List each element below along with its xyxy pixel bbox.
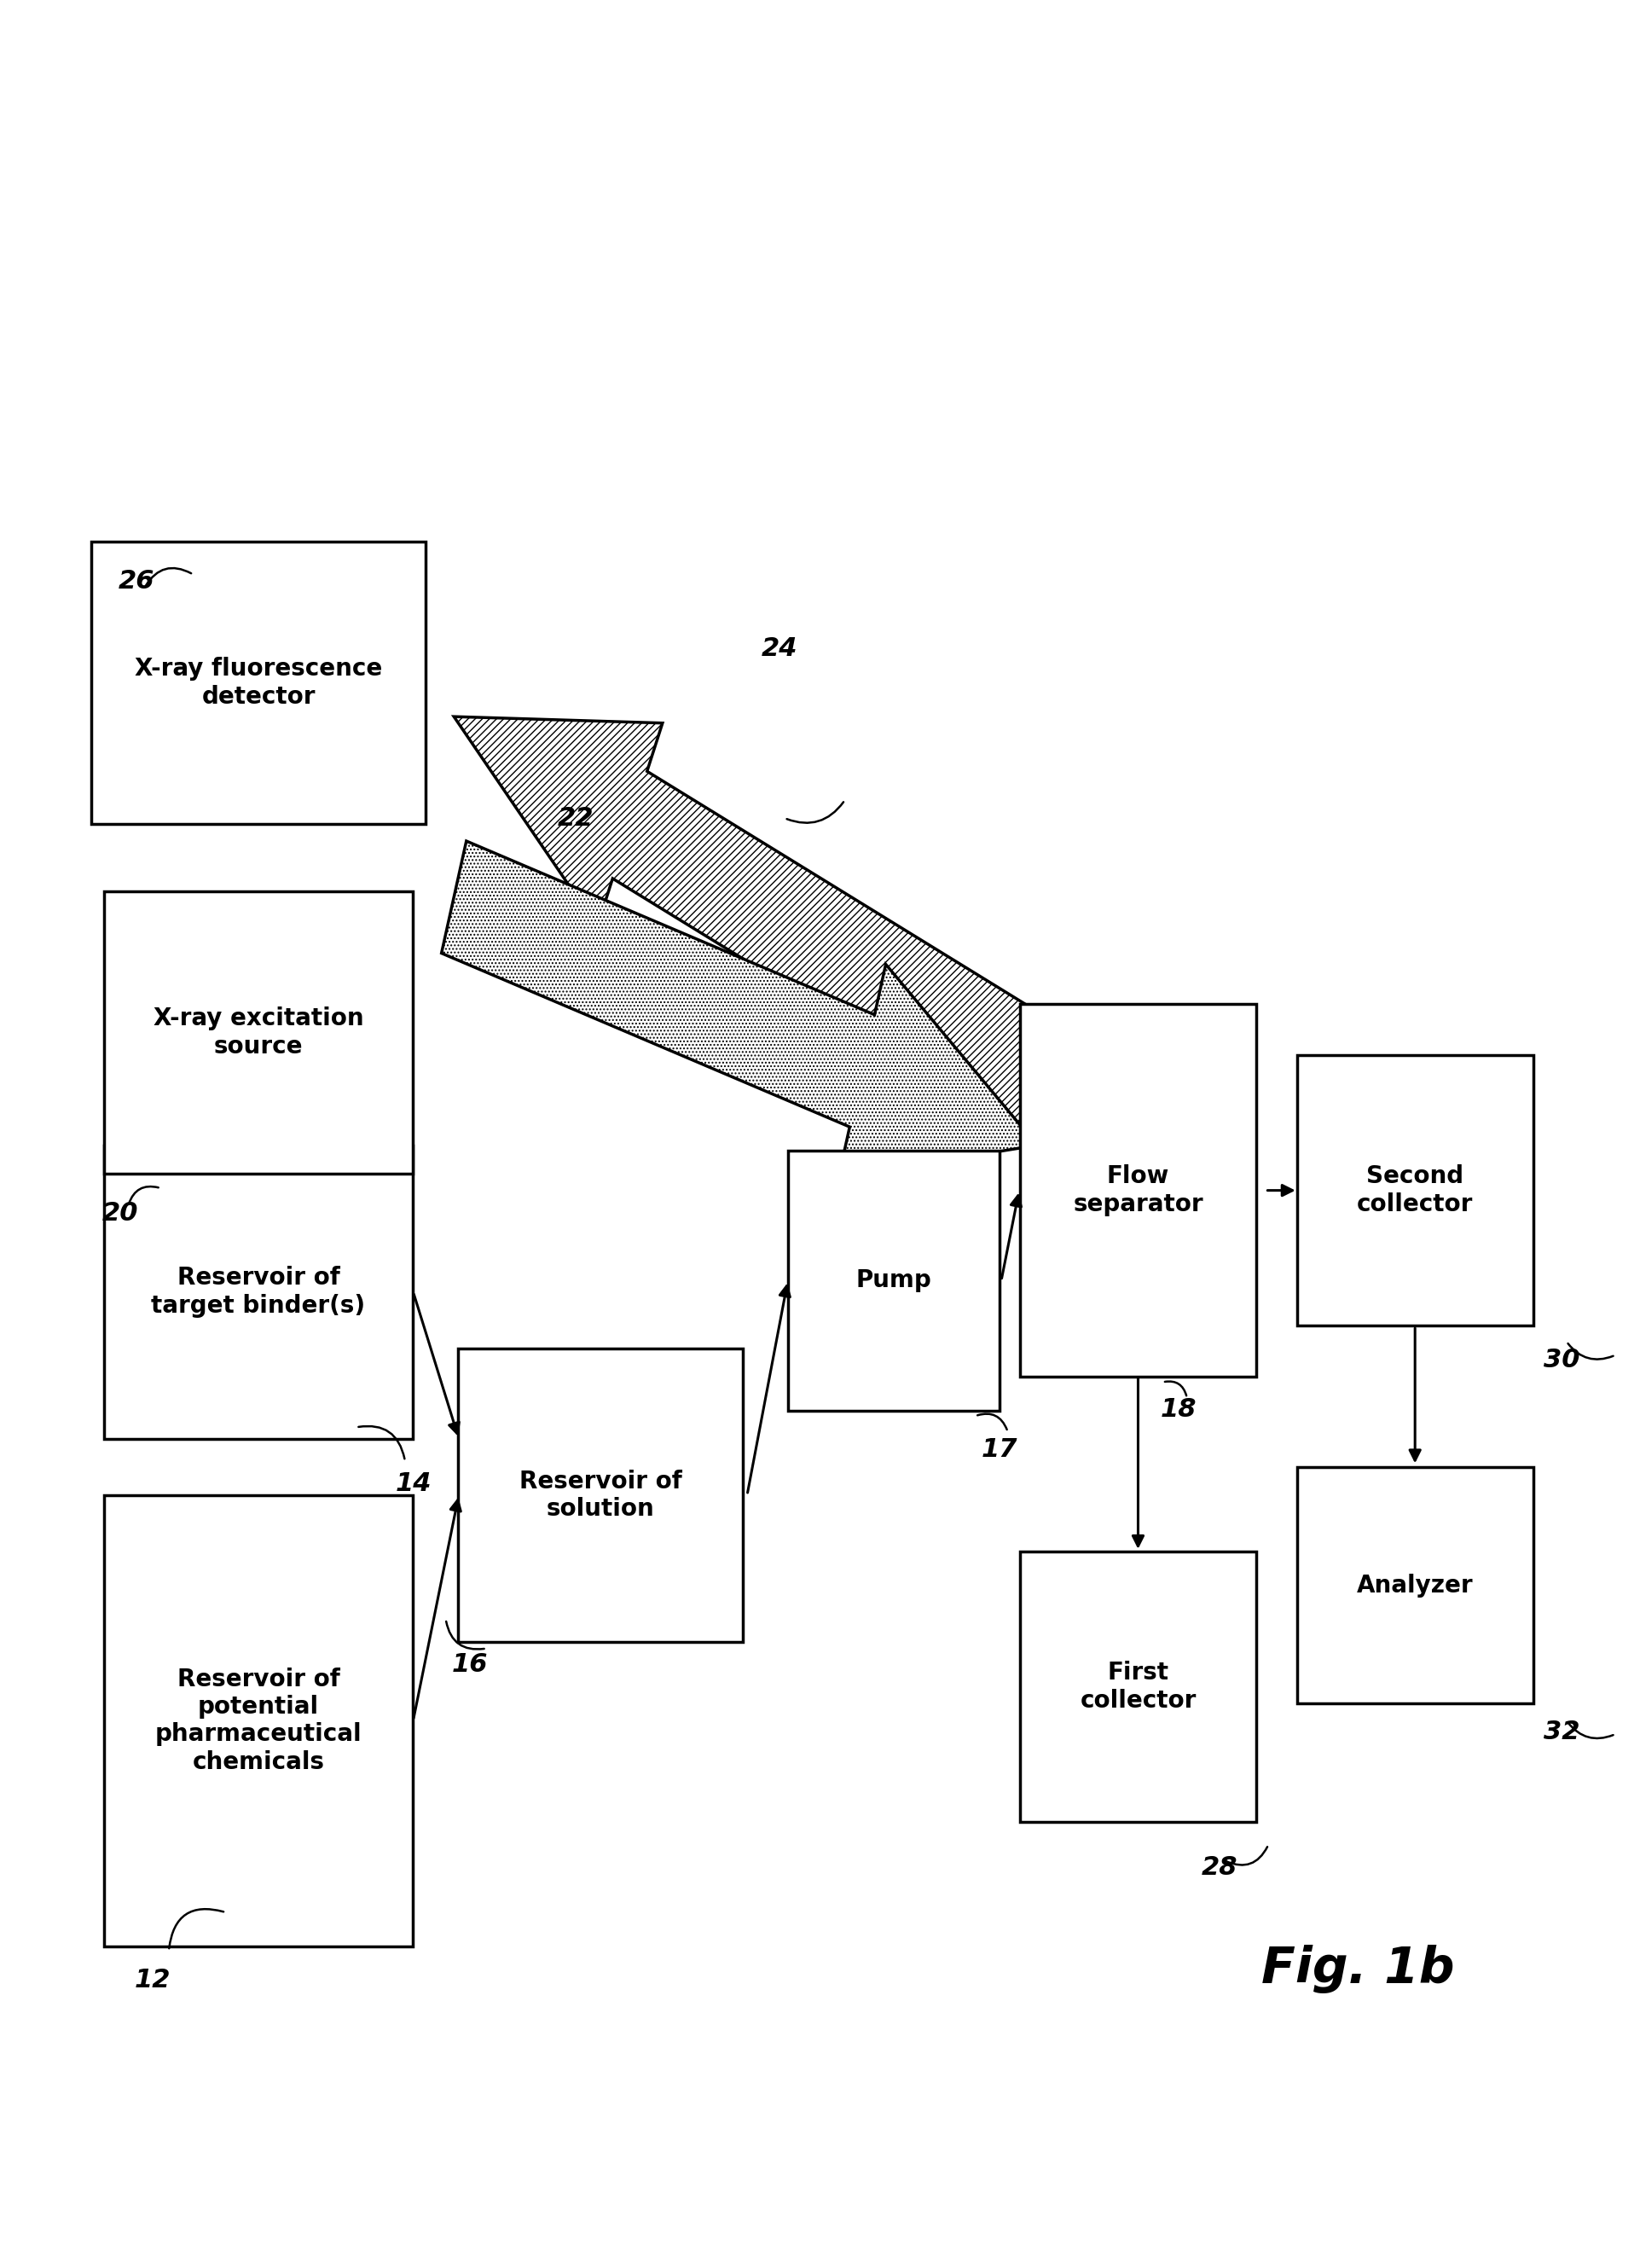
FancyBboxPatch shape	[458, 1349, 743, 1642]
Text: Reservoir of
target binder(s): Reservoir of target binder(s)	[151, 1266, 366, 1318]
Text: 17: 17	[981, 1438, 1017, 1463]
Text: Reservoir of
potential
pharmaceutical
chemicals: Reservoir of potential pharmaceutical ch…	[154, 1667, 362, 1774]
Text: 20: 20	[102, 1200, 138, 1225]
Text: 24: 24	[761, 637, 797, 662]
Text: X-ray excitation
source: X-ray excitation source	[153, 1007, 364, 1059]
FancyBboxPatch shape	[103, 1495, 413, 1946]
FancyBboxPatch shape	[1296, 1467, 1532, 1703]
Polygon shape	[441, 841, 1036, 1177]
FancyBboxPatch shape	[1020, 1551, 1256, 1821]
Text: First
collector: First collector	[1079, 1660, 1196, 1712]
Text: Reservoir of
solution: Reservoir of solution	[518, 1470, 682, 1522]
Text: 32: 32	[1543, 1719, 1579, 1744]
Text: Second
collector: Second collector	[1356, 1166, 1473, 1216]
Text: Pump: Pump	[856, 1268, 932, 1293]
FancyBboxPatch shape	[103, 891, 413, 1173]
Text: Fig. 1b: Fig. 1b	[1261, 1944, 1453, 1994]
Text: 18: 18	[1159, 1397, 1196, 1422]
Text: Flow
separator: Flow separator	[1073, 1166, 1202, 1216]
Text: 28: 28	[1200, 1855, 1237, 1880]
FancyBboxPatch shape	[787, 1150, 999, 1411]
FancyBboxPatch shape	[1020, 1005, 1256, 1377]
Text: 14: 14	[395, 1472, 431, 1497]
Text: 22: 22	[558, 805, 594, 830]
Text: Analyzer: Analyzer	[1356, 1574, 1473, 1597]
Text: X-ray fluorescence
detector: X-ray fluorescence detector	[134, 658, 382, 708]
Polygon shape	[454, 717, 1058, 1132]
Text: 30: 30	[1543, 1347, 1579, 1372]
FancyBboxPatch shape	[103, 1145, 413, 1438]
Text: 16: 16	[453, 1651, 489, 1676]
FancyBboxPatch shape	[92, 542, 425, 823]
FancyBboxPatch shape	[1296, 1055, 1532, 1327]
Text: 26: 26	[118, 569, 154, 594]
Text: 12: 12	[134, 1969, 171, 1991]
